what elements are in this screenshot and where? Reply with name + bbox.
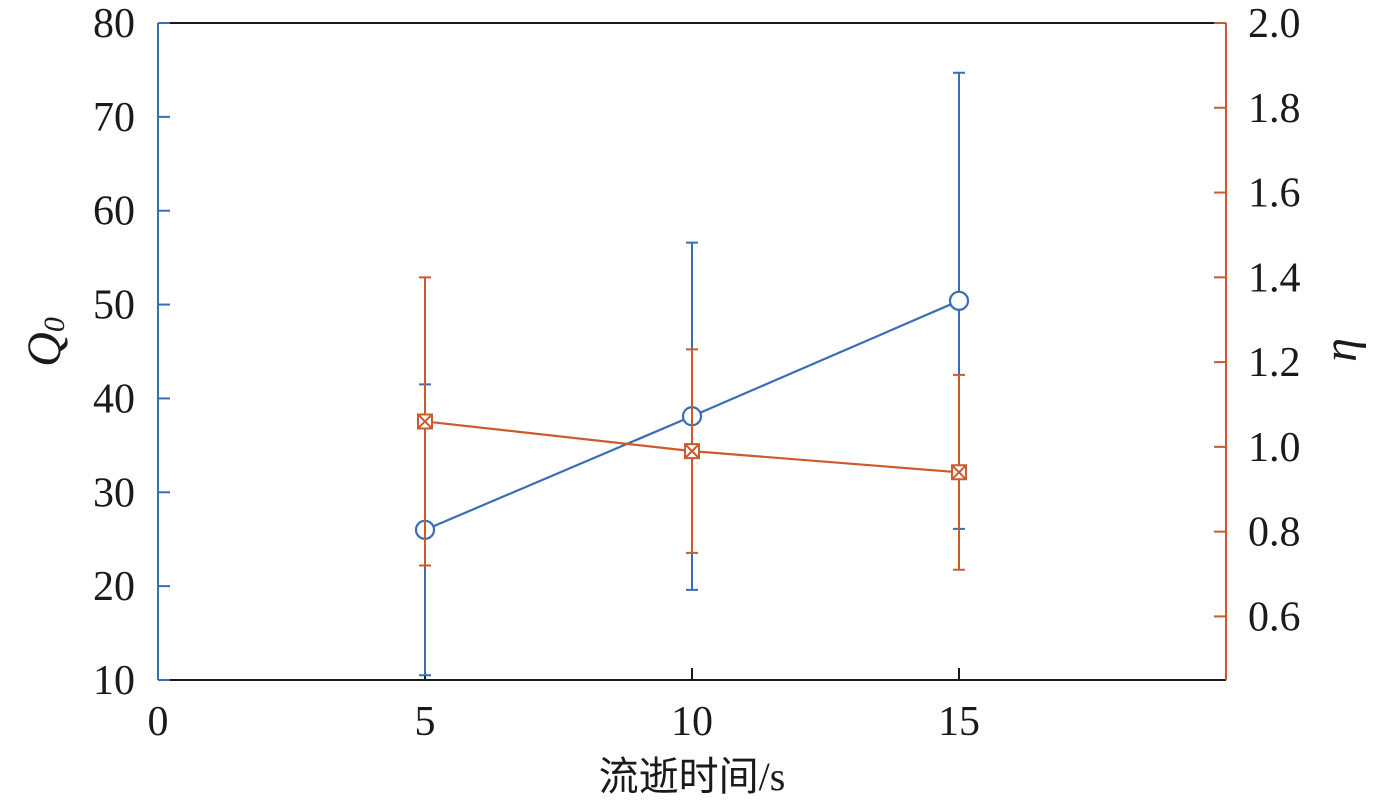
x-tick-label: 15 <box>938 699 980 745</box>
y-right-tick-label: 0.6 <box>1248 594 1301 640</box>
x-tick-label: 5 <box>415 699 436 745</box>
y-left-tick-label: 50 <box>93 283 135 329</box>
y-left-tick-label: 10 <box>93 658 135 704</box>
data-series <box>414 71 970 677</box>
right-series-marker-1 <box>417 413 433 430</box>
plot-frame <box>157 22 1227 681</box>
y-right-tick-label: 2.0 <box>1248 1 1301 47</box>
y-right-tick-label: 0.8 <box>1248 510 1301 556</box>
y-left-tick-label: 80 <box>93 1 135 47</box>
x-tick-label: 10 <box>671 699 713 745</box>
x-axis-label: 流逝时间/s <box>599 754 786 799</box>
axis-ticks <box>158 22 1226 681</box>
y-left-axis-label: Q0 <box>18 317 71 367</box>
y-left-tick-label: 60 <box>93 189 135 235</box>
right-series-marker-2 <box>684 443 700 460</box>
axis-tick-labels: 10203040506070800.60.81.01.21.41.61.82.0… <box>93 1 1301 745</box>
y-right-tick-label: 1.8 <box>1248 86 1301 132</box>
left-series-marker-3 <box>948 290 970 311</box>
y-right-tick-label: 1.2 <box>1248 340 1301 386</box>
y-right-tick-label: 1.4 <box>1248 255 1301 301</box>
y-right-axis-label: η <box>1314 338 1367 362</box>
y-left-axis-label-main: Q <box>18 332 71 367</box>
y-left-tick-label: 40 <box>93 376 135 422</box>
y-right-tick-label: 1.6 <box>1248 171 1301 217</box>
y-left-tick-label: 30 <box>93 470 135 516</box>
right-series-marker-3 <box>951 464 967 481</box>
x-tick-label: 0 <box>148 699 169 745</box>
y-left-tick-label: 20 <box>93 564 135 610</box>
y-right-tick-label: 1.0 <box>1248 425 1301 471</box>
y-left-tick-label: 70 <box>93 95 135 141</box>
y-left-axis-label-subscript: 0 <box>38 317 71 332</box>
